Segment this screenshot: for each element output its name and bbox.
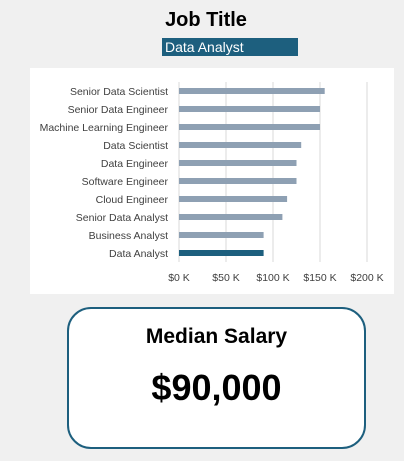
bar-senior-data-engineer xyxy=(179,106,320,112)
bar-software-engineer xyxy=(179,178,297,184)
bar-cloud-engineer xyxy=(179,196,288,202)
x-tick-label: $150 K xyxy=(303,272,336,284)
job-title-heading: Job Title xyxy=(165,9,247,31)
category-label: Senior Data Engineer xyxy=(68,104,169,116)
bar-business-analyst xyxy=(179,232,264,238)
x-tick-label: $0 K xyxy=(168,272,190,284)
bar-data-scientist xyxy=(179,142,302,148)
category-label: Data Scientist xyxy=(103,140,168,152)
x-tick-label: $200 K xyxy=(350,272,383,284)
bar-machine-learning-engineer xyxy=(179,124,320,130)
category-label: Business Analyst xyxy=(89,230,168,242)
bar-senior-data-analyst xyxy=(179,214,283,220)
median-salary-value: $90,000 xyxy=(151,367,282,408)
category-label: Senior Data Scientist xyxy=(70,86,168,98)
job-title-selector[interactable]: Data Analyst xyxy=(162,38,298,56)
category-label: Senior Data Analyst xyxy=(76,212,168,224)
category-label: Data Engineer xyxy=(101,158,169,170)
median-salary-label: Median Salary xyxy=(145,325,288,348)
chart-svg: Senior Data Scientist Senior Data Enginee… xyxy=(40,82,384,284)
category-label: Software Engineer xyxy=(82,176,169,188)
category-label: Cloud Engineer xyxy=(96,194,169,206)
x-tick-label: $100 K xyxy=(256,272,289,284)
category-label: Machine Learning Engineer xyxy=(40,122,169,134)
bar-data-engineer xyxy=(179,160,297,166)
median-salary-card: Median Salary $90,000 xyxy=(67,307,366,449)
category-label: Data Analyst xyxy=(109,248,168,260)
salary-bar-chart: Senior Data Scientist Senior Data Enginee… xyxy=(30,68,394,294)
bar-senior-data-scientist xyxy=(179,88,325,94)
bar-data-analyst xyxy=(179,250,264,256)
x-tick-label: $50 K xyxy=(212,272,239,284)
